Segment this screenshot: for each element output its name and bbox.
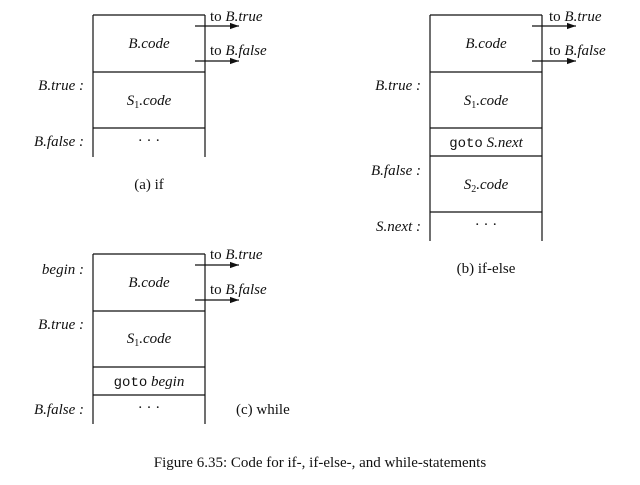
label-bfalse: B.false : (34, 402, 84, 418)
arrow-label-true: to B.true (549, 9, 602, 25)
label-btrue: B.true : (38, 317, 84, 333)
cell-continuation: · · · (138, 400, 161, 416)
cell-continuation: · · · (138, 133, 161, 149)
arrow-label-true: to B.true (210, 9, 263, 25)
label-begin: begin : (42, 262, 84, 278)
cell-s1code: S1.code (127, 331, 172, 349)
cell-bcode: B.code (128, 36, 170, 52)
diagram-while: begin : B.code to B.true to B.false S1.c… (34, 247, 290, 424)
arrow-label-true: to B.true (210, 247, 263, 263)
cell-s1code: S1.code (464, 93, 509, 111)
diagram-if-else: B.code to B.true to B.false S1.code B.tr… (371, 9, 606, 277)
diagram-if: B.code to B.true to B.false S1.code B.tr… (34, 9, 267, 193)
label-snext: S.next : (376, 219, 421, 235)
label-btrue: B.true : (38, 78, 84, 94)
arrow-label-false: to B.false (549, 43, 606, 59)
caption-if: (a) if (134, 177, 164, 193)
label-bfalse: B.false : (371, 163, 421, 179)
cell-bcode: B.code (465, 36, 507, 52)
label-btrue: B.true : (375, 78, 421, 94)
cell-goto-begin: goto begin (114, 374, 185, 391)
cell-goto-snext: goto S.next (449, 135, 523, 152)
cell-bcode: B.code (128, 275, 170, 291)
cell-continuation: · · · (475, 217, 498, 233)
label-bfalse: B.false : (34, 134, 84, 150)
cell-s2code: S2.code (464, 177, 509, 195)
cell-s1code: S1.code (127, 93, 172, 111)
caption-if-else: (b) if-else (457, 261, 516, 277)
arrow-label-false: to B.false (210, 43, 267, 59)
arrow-label-false: to B.false (210, 282, 267, 298)
figure-caption: Figure 6.35: Code for if-, if-else-, and… (154, 455, 487, 471)
caption-while: (c) while (236, 402, 290, 418)
